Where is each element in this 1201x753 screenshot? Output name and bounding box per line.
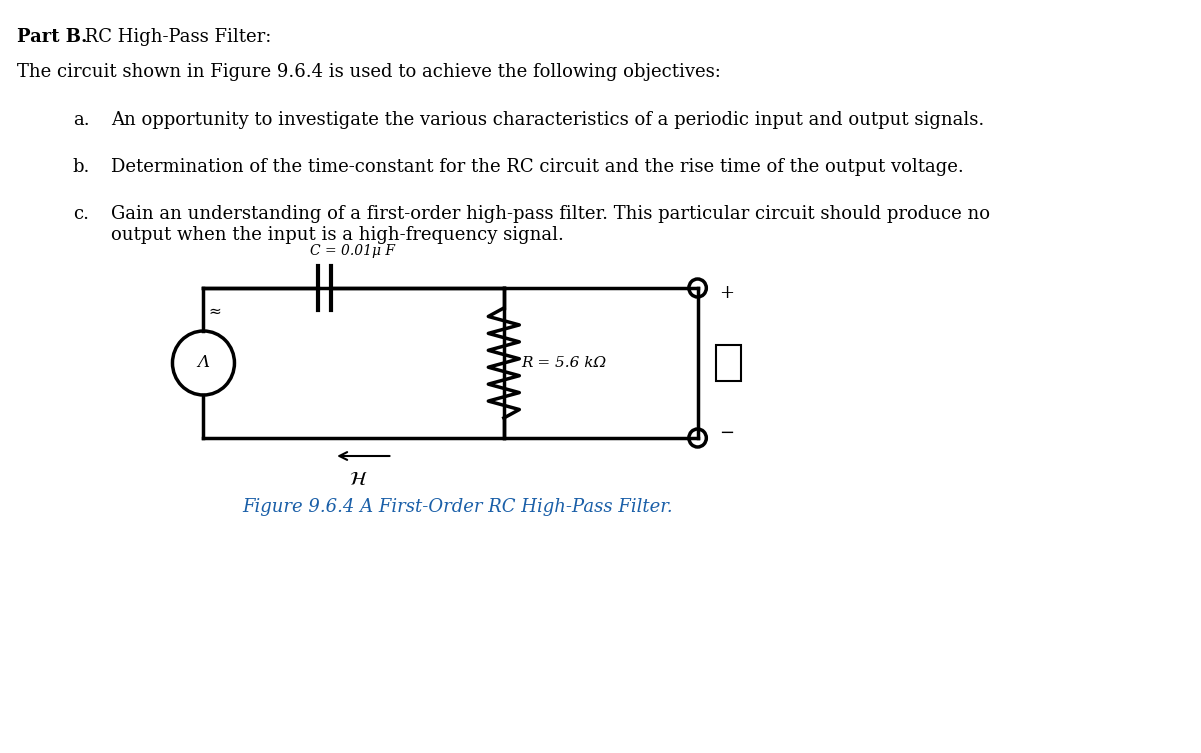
Text: b.: b. (73, 158, 90, 176)
Text: Gain an understanding of a first-order high-pass filter. This particular circuit: Gain an understanding of a first-order h… (112, 205, 991, 244)
FancyBboxPatch shape (716, 345, 741, 381)
Text: Part B.: Part B. (18, 28, 88, 46)
Text: +: + (719, 284, 734, 302)
Text: RC High-Pass Filter:: RC High-Pass Filter: (79, 28, 271, 46)
Text: C = 0.01μ F: C = 0.01μ F (310, 244, 395, 258)
Text: c.: c. (73, 205, 89, 223)
Text: $\mathcal{H}$: $\mathcal{H}$ (349, 470, 368, 489)
Text: Figure 9.6.4 A First-Order RC High-Pass Filter.: Figure 9.6.4 A First-Order RC High-Pass … (243, 498, 673, 516)
Text: a.: a. (73, 111, 89, 129)
Text: Λ: Λ (197, 355, 209, 371)
Text: ≈: ≈ (209, 303, 221, 319)
Text: −: − (719, 424, 734, 442)
Text: An opportunity to investigate the various characteristics of a periodic input an: An opportunity to investigate the variou… (112, 111, 985, 129)
Text: R = 5.6 kΩ: R = 5.6 kΩ (521, 356, 607, 370)
Text: Determination of the time-constant for the RC circuit and the rise time of the o: Determination of the time-constant for t… (112, 158, 964, 176)
Text: The circuit shown in Figure 9.6.4 is used to achieve the following objectives:: The circuit shown in Figure 9.6.4 is use… (18, 63, 722, 81)
